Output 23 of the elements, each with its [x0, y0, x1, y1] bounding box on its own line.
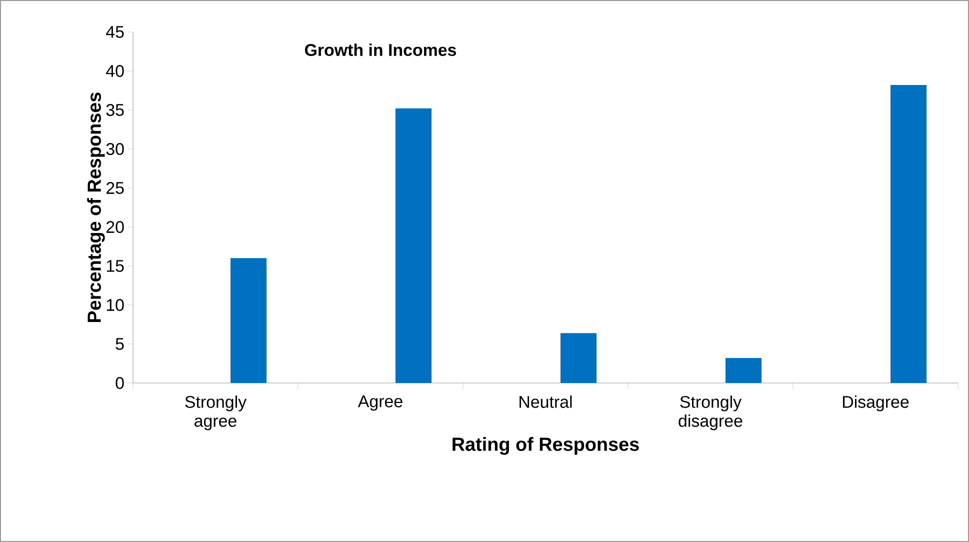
x-tick-label: Strongly agree: [185, 396, 247, 430]
y-tick-label: 40: [106, 64, 124, 77]
y-tick-label: 20: [106, 220, 124, 233]
bar: [230, 258, 267, 383]
x-tick-label: Disagree: [843, 396, 909, 412]
y-tick-label: 0: [116, 376, 124, 389]
bar: [560, 333, 597, 383]
bar: [726, 358, 762, 383]
y-tick-label: 35: [106, 104, 124, 116]
y-tick-label: 15: [106, 260, 124, 272]
bar: [890, 85, 927, 383]
y-tick-label: 30: [106, 142, 124, 155]
x-tick-label: Strongly disagree: [678, 396, 742, 430]
x-tick-label: Agree: [358, 396, 402, 411]
y-tick-label: 10: [106, 298, 124, 311]
bar: [396, 108, 432, 383]
y-tick-label: 5: [116, 338, 124, 350]
x-tick-label: Neutral: [520, 396, 572, 408]
y-tick-label: 45: [106, 26, 124, 38]
y-tick-label: 25: [106, 182, 124, 194]
y-axis-title: Percentage of Responses: [87, 92, 105, 322]
text: Growth in Incomes: [304, 44, 456, 56]
x-axis-title: Rating of Responses: [452, 437, 639, 455]
